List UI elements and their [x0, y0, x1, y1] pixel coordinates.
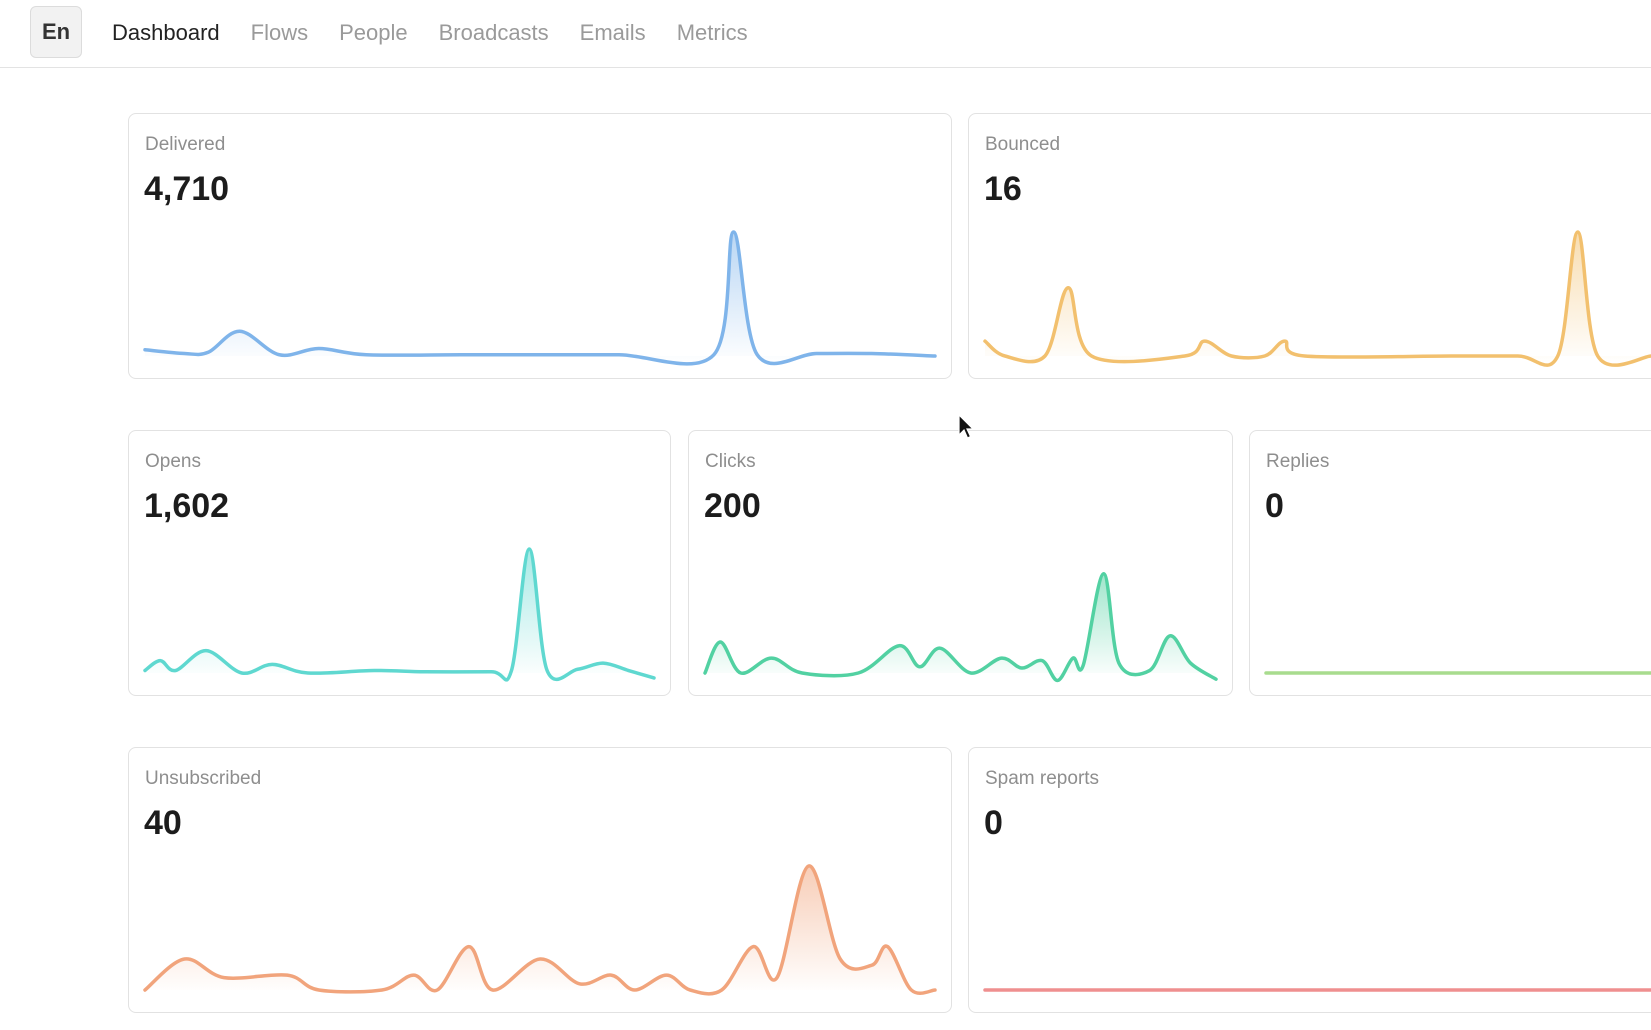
clicks-area: [705, 573, 1216, 681]
clicks-sparkline: [703, 572, 1218, 683]
clicks-value: 200: [704, 487, 761, 525]
delivered-label: Delivered: [145, 134, 226, 155]
opens-sparkline: [143, 547, 656, 682]
opens-label: Opens: [145, 451, 201, 472]
opens-value: 1,602: [144, 487, 230, 525]
nav-broadcasts[interactable]: Broadcasts: [438, 20, 549, 45]
delivered-line: [143, 230, 937, 366]
opens-area: [145, 549, 654, 680]
unsubscribed-line: [143, 864, 937, 996]
delivered-area: [145, 232, 935, 364]
unsubscribed-area: [145, 865, 935, 994]
delivered-value: 4,710: [144, 170, 230, 208]
nav-people[interactable]: People: [339, 20, 408, 45]
clicks-label: Clicks: [705, 451, 756, 472]
nav-dashboard[interactable]: Dashboard: [112, 20, 220, 45]
nav-flows[interactable]: Flows: [250, 20, 309, 45]
bounced-value: 16: [984, 170, 1022, 208]
opens-card[interactable]: Opens 1,602: [128, 430, 671, 696]
main-nav: Dashboard Flows People Broadcasts Emails…: [112, 0, 779, 66]
clicks-line: [703, 572, 1218, 683]
replies-label: Replies: [1266, 451, 1330, 472]
clicks-card[interactable]: Clicks 200: [688, 430, 1233, 696]
spam-reports-value: 0: [984, 804, 1003, 842]
workspace-logo[interactable]: En: [30, 6, 82, 58]
spam-reports-card[interactable]: Spam reports 0: [968, 747, 1651, 1013]
spam-reports-label: Spam reports: [985, 768, 1100, 789]
bounced-area: [985, 232, 1651, 366]
replies-value: 0: [1265, 487, 1284, 525]
unsubscribed-sparkline: [143, 864, 937, 996]
delivered-sparkline: [143, 230, 937, 366]
bounced-label: Bounced: [985, 134, 1061, 155]
replies-sparkline: [1264, 671, 1651, 675]
bounced-sparkline: [983, 230, 1651, 367]
top-navigation-bar: En Dashboard Flows People Broadcasts Ema…: [0, 0, 1651, 68]
bounced-card[interactable]: Bounced 16: [968, 113, 1651, 379]
nav-emails[interactable]: Emails: [579, 20, 646, 45]
delivered-card[interactable]: Delivered 4,710: [128, 113, 952, 379]
unsubscribed-card[interactable]: Unsubscribed 40: [128, 747, 952, 1013]
nav-metrics[interactable]: Metrics: [676, 20, 748, 45]
unsubscribed-value: 40: [144, 804, 182, 842]
bounced-line: [983, 230, 1651, 367]
opens-line: [143, 547, 656, 682]
unsubscribed-label: Unsubscribed: [145, 768, 262, 789]
mouse-pointer-icon: [958, 414, 974, 439]
spam-reports-sparkline: [983, 988, 1651, 992]
replies-card[interactable]: Replies 0: [1249, 430, 1651, 696]
